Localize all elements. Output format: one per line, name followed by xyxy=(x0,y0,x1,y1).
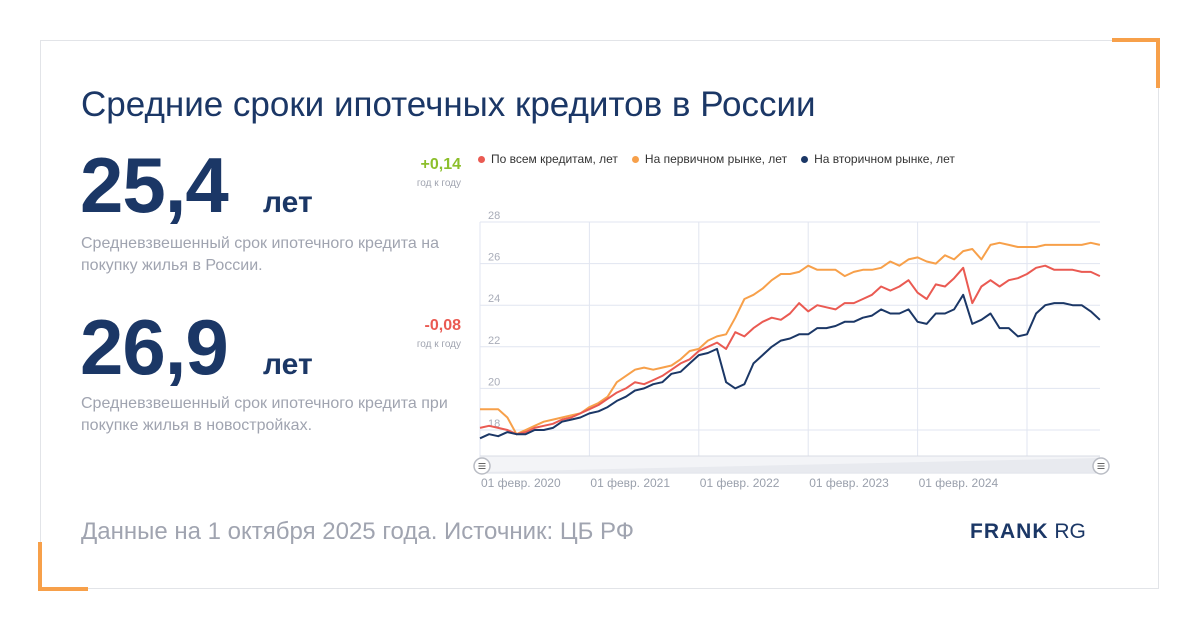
page-title: Средние сроки ипотечных кредитов в Росси… xyxy=(81,85,816,124)
corner-decoration xyxy=(1112,38,1160,88)
y-tick-label: 28 xyxy=(488,210,500,222)
stat-value-primary: 26,9 xyxy=(80,303,229,391)
legend-label: На первичном рынке, лет xyxy=(644,152,788,166)
card-frame xyxy=(40,40,1159,589)
footer-source: Данные на 1 октября 2025 года. Источник:… xyxy=(81,518,634,545)
x-tick-label: 01 февр. 2021 xyxy=(590,476,670,490)
stat-description-primary: Средневзвешенный срок ипотечного кредита… xyxy=(81,395,448,434)
legend-label: По всем кредитам, лет xyxy=(491,152,618,166)
x-tick-label: 01 февр. 2024 xyxy=(919,476,999,490)
stat-unit-primary: лет xyxy=(263,348,313,381)
legend-item-secondary[interactable]: На вторичном рынке, лет xyxy=(801,152,955,166)
stat-delta-label: год к году xyxy=(416,339,461,350)
stat-description-all: Средневзвешенный срок ипотечного кредита… xyxy=(81,235,439,274)
series-line-2 xyxy=(479,293,1101,440)
legend-dot xyxy=(478,155,485,163)
corner-decoration xyxy=(38,542,88,591)
stat-value-all: 25,4 xyxy=(80,141,229,229)
legend-item-primary[interactable]: На первичном рынке, лет xyxy=(631,152,788,166)
x-tick-label: 01 февр. 2022 xyxy=(700,476,780,490)
legend-label: На вторичном рынке, лет xyxy=(814,152,955,166)
stat-delta-all: +0,14 xyxy=(420,156,461,173)
x-tick-label: 01 февр. 2023 xyxy=(809,476,889,490)
legend-dot xyxy=(631,155,639,163)
stat-delta-primary: -0,08 xyxy=(424,317,461,334)
y-tick-label: 26 xyxy=(488,252,500,264)
legend-item-all[interactable]: По всем кредитам, лет xyxy=(478,152,618,166)
legend-dot xyxy=(801,155,809,163)
y-tick-label: 22 xyxy=(488,335,500,347)
chart-legend: По всем кредитам, лет На первичном рынке… xyxy=(478,152,955,166)
navigator-area xyxy=(480,458,1100,472)
logo: FRANK RG xyxy=(970,520,1086,543)
series-line-0 xyxy=(479,264,1101,436)
x-tick-label: 01 февр. 2020 xyxy=(481,476,561,490)
stat-unit-all: лет xyxy=(263,186,313,219)
stat-delta-label: год к году xyxy=(416,178,461,189)
y-tick-label: 24 xyxy=(488,293,500,305)
y-tick-label: 20 xyxy=(488,376,500,388)
